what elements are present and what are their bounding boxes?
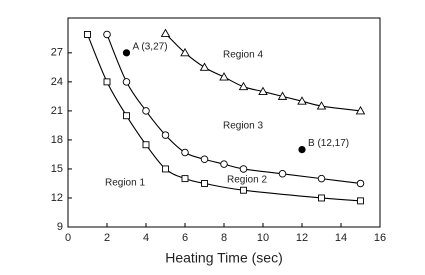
triangle-marker <box>258 86 268 95</box>
triangle-marker <box>297 96 307 105</box>
y-tick-label: 27 <box>51 47 63 59</box>
series-line <box>86 34 361 202</box>
square-marker <box>201 180 208 187</box>
x-tick-label: 4 <box>143 232 149 244</box>
square-marker <box>162 165 169 173</box>
square-marker <box>318 194 325 202</box>
y-tick-label: 21 <box>51 105 63 117</box>
circle-marker <box>103 30 111 39</box>
y-tick-label: 24 <box>51 76 63 88</box>
point-label: A (3,27) <box>133 41 168 52</box>
x-tick-label: 14 <box>335 232 347 244</box>
square-marker <box>84 30 91 38</box>
x-tick-label: 0 <box>65 232 71 244</box>
square-marker <box>123 112 130 120</box>
square-marker <box>142 141 150 149</box>
circle-marker <box>356 179 365 188</box>
triangle-marker <box>277 91 288 100</box>
x-tick-label: 16 <box>374 232 386 244</box>
x-tick-label: 10 <box>257 232 269 244</box>
region-label: Region 2 <box>227 175 267 186</box>
triangle-marker <box>219 72 229 81</box>
triangle-marker <box>238 81 249 91</box>
square-marker <box>357 197 364 205</box>
circle-marker <box>200 155 209 164</box>
point-label: B (12,17) <box>308 138 349 149</box>
y-tick-label: 9 <box>57 221 63 233</box>
region-label: Region 3 <box>223 121 263 132</box>
square-marker <box>181 175 189 183</box>
triangle-marker <box>316 101 327 110</box>
y-tick-label: 12 <box>51 192 63 204</box>
square-marker <box>103 78 111 86</box>
circle-marker <box>161 131 170 139</box>
region-label: Region 4 <box>223 50 263 61</box>
triangle-marker <box>355 105 366 115</box>
series-line <box>165 33 361 112</box>
y-tick-label: 18 <box>51 134 63 146</box>
circle-marker <box>181 148 189 157</box>
x-axis-label: Heating Time (sec) <box>165 250 282 266</box>
circle-marker <box>122 78 131 86</box>
x-tick-label: 12 <box>296 232 308 244</box>
point <box>122 49 131 57</box>
y-tick-label: 15 <box>51 163 63 175</box>
circle-marker <box>317 174 326 183</box>
region-label: Region 1 <box>105 178 145 189</box>
triangle-marker <box>180 47 190 57</box>
circle-marker <box>278 170 287 178</box>
circle-marker <box>142 107 150 115</box>
circle-marker <box>220 160 228 168</box>
x-tick-label: 6 <box>182 232 188 244</box>
circle-marker <box>239 165 248 173</box>
x-tick-label: 8 <box>221 232 227 244</box>
x-tick-label: 2 <box>104 232 110 244</box>
point <box>298 145 306 154</box>
square-marker <box>240 186 247 194</box>
triangle-marker <box>160 28 171 37</box>
triangle-marker <box>199 62 210 71</box>
